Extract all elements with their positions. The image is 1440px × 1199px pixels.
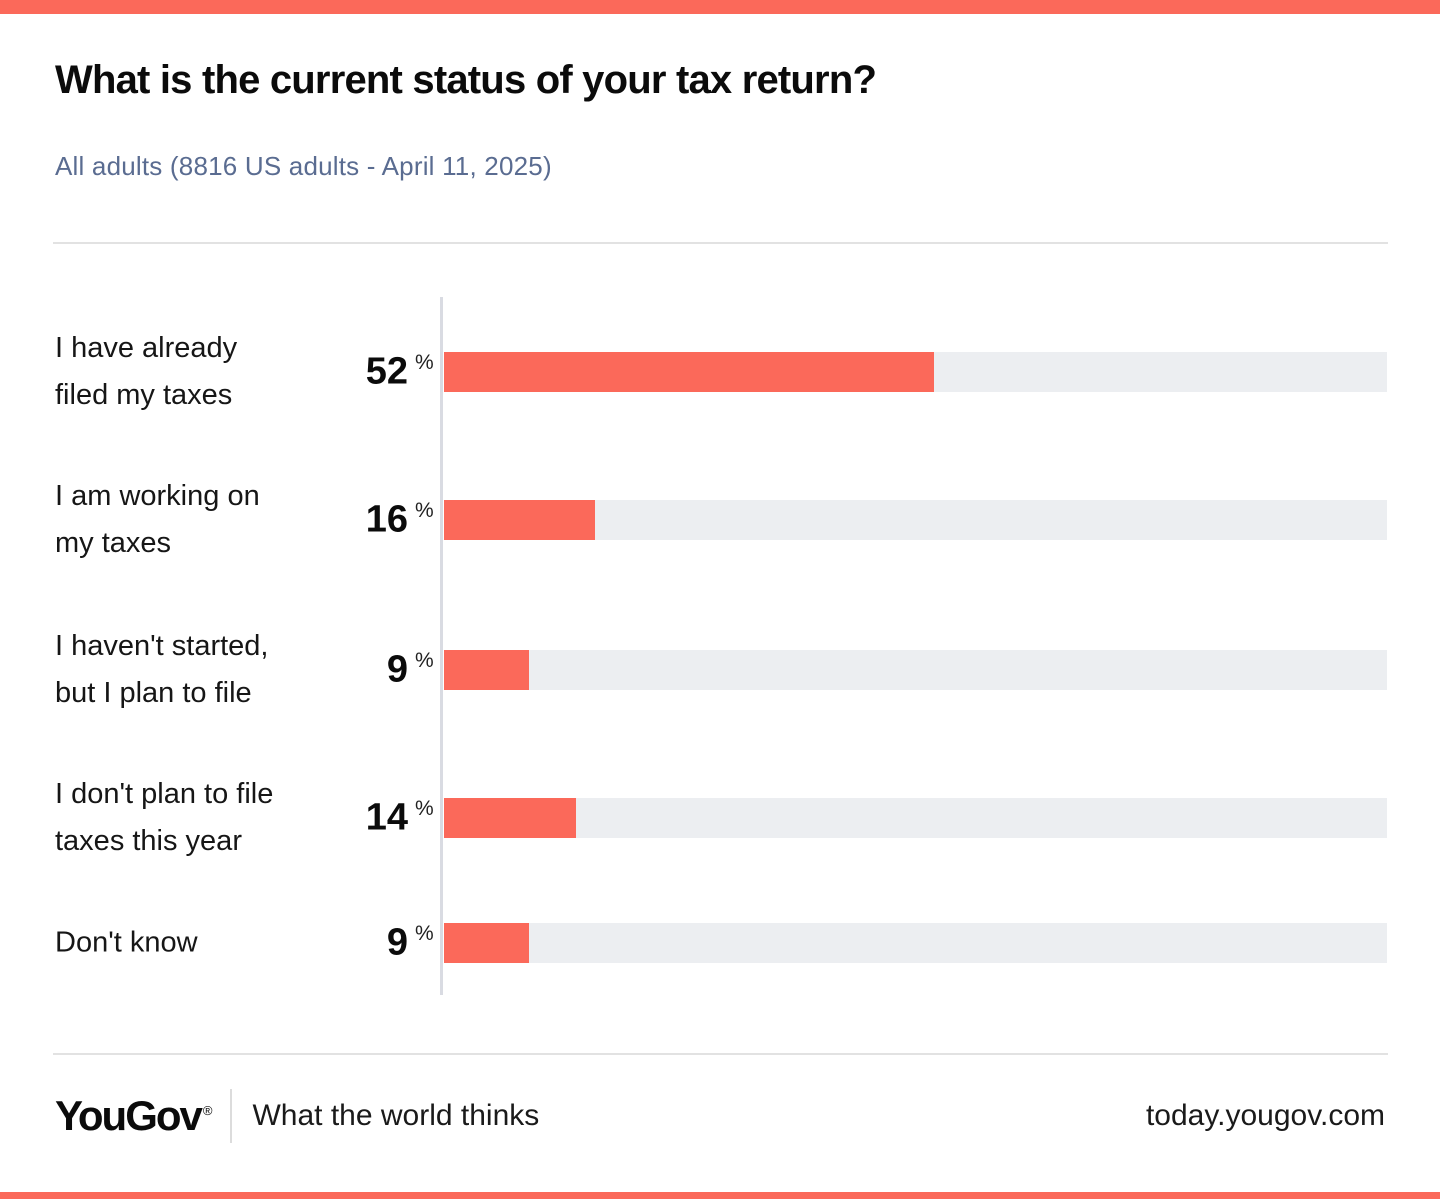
axis-baseline — [440, 297, 443, 995]
brand-top-bar — [0, 0, 1440, 14]
bar-track — [444, 650, 1387, 690]
bar-track — [444, 798, 1387, 838]
footer-tagline: What the world thinks — [252, 1099, 540, 1132]
category-label: Don't know — [55, 926, 198, 959]
value-label: 16 — [365, 498, 408, 541]
sample-subtitle: All adults (8816 US adults - April 11, 2… — [55, 151, 552, 181]
bar-fill — [444, 798, 577, 838]
chart-row: I haven't started, but I plan to file 9% — [55, 630, 1387, 709]
footer-divider — [53, 1053, 1388, 1055]
yougov-logo: YouGov ® — [55, 1092, 212, 1140]
percent-sign: % — [415, 922, 434, 945]
bar-fill — [444, 650, 529, 690]
value-label: 9 — [386, 921, 408, 964]
bar-fill — [444, 500, 595, 540]
category-label: I haven't started, but I plan to file — [55, 630, 269, 709]
bar-track — [444, 500, 1387, 540]
bar-chart: I have already filed my taxes 52% I am wor… — [55, 297, 1387, 995]
chart-row: Don't know 9% — [55, 921, 1387, 964]
value-label: 52 — [365, 350, 408, 393]
header-divider — [53, 242, 1388, 244]
category-label: I don't plan to file taxes this year — [55, 778, 274, 857]
category-label: I am working on my taxes — [55, 480, 260, 559]
chart-row: I have already filed my taxes 52% — [55, 332, 1387, 411]
bar-track — [444, 923, 1387, 963]
yougov-logo-text: YouGov — [55, 1092, 203, 1139]
chart-row: I don't plan to file taxes this year 14% — [55, 778, 1387, 857]
bar-fill — [444, 923, 529, 963]
bar-fill — [444, 352, 935, 392]
category-label: I have already filed my taxes — [55, 332, 238, 411]
bar-track — [444, 352, 1387, 392]
value-label: 14 — [365, 796, 408, 839]
page-title: What is the current status of your tax r… — [55, 58, 877, 102]
percent-sign: % — [415, 499, 434, 522]
footer-url: today.yougov.com — [1145, 1099, 1385, 1132]
percent-sign: % — [415, 797, 434, 820]
chart-row: I am working on my taxes 16% — [55, 480, 1387, 559]
footer: YouGov ® What the world thinks today.youg… — [55, 1085, 1385, 1147]
registered-trademark: ® — [202, 1103, 213, 1118]
value-label: 9 — [386, 648, 408, 691]
brand-bottom-bar — [0, 1192, 1440, 1199]
percent-sign: % — [415, 351, 434, 374]
percent-sign: % — [415, 649, 434, 672]
footer-vertical-divider — [230, 1089, 233, 1143]
